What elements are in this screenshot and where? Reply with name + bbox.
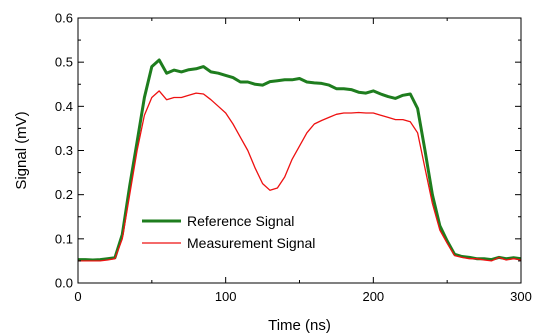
measurement-signal-line: [78, 90, 522, 262]
y-tick-label: 0.1: [55, 231, 73, 246]
y-tick-label: 0.2: [55, 187, 73, 202]
y-tick-label: 0.4: [55, 99, 73, 114]
axis-ticks: [77, 17, 522, 284]
reference-signal-line: [78, 58, 522, 262]
x-tick-label: 0: [74, 289, 81, 304]
x-tick-label: 200: [362, 289, 384, 304]
legend: Reference Signal Measurement Signal: [142, 213, 315, 251]
plot-content: [78, 58, 522, 262]
x-axis-label: Time (ns): [268, 317, 331, 334]
x-tick-label: 300: [510, 289, 532, 304]
legend-label-reference: Reference Signal: [187, 213, 294, 229]
legend-label-measurement: Measurement Signal: [187, 235, 315, 251]
tick-labels: 0 100 200 300 0.0 0.1 0.2 0.3 0.4 0.5 0.6: [55, 11, 532, 305]
y-tick-label: 0.0: [55, 276, 73, 291]
y-tick-label: 0.6: [55, 11, 73, 26]
y-tick-label: 0.5: [55, 55, 73, 70]
y-tick-label: 0.3: [55, 143, 73, 158]
y-axis-label: Signal (mV): [13, 111, 30, 189]
x-tick-label: 100: [215, 289, 237, 304]
